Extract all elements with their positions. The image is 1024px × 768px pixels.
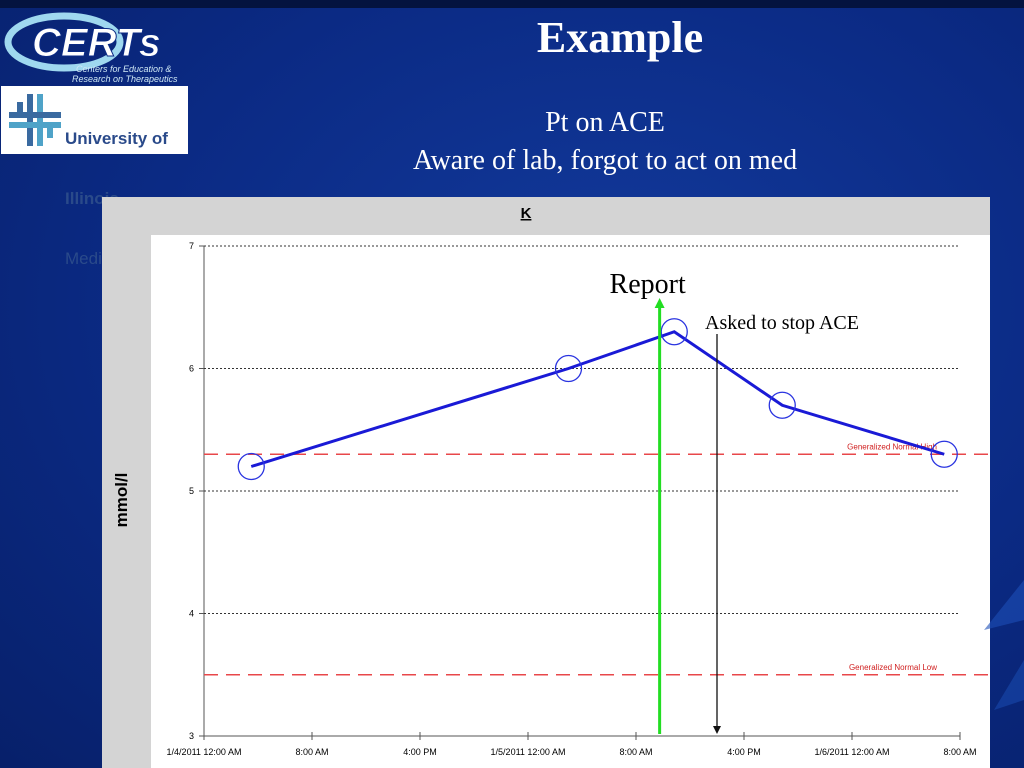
y-tick-label: 6 — [189, 364, 194, 374]
y-tick-label: 3 — [189, 731, 194, 741]
slide-title: Example — [536, 13, 704, 62]
y-tick-label: 5 — [189, 486, 194, 496]
report-arrowhead — [654, 298, 665, 308]
x-tick-label: 8:00 AM — [943, 747, 976, 757]
data-point — [237, 452, 265, 481]
corner-decoration — [984, 580, 1024, 710]
x-tick-label: 4:00 PM — [727, 747, 761, 757]
x-tick-label: 8:00 AM — [619, 747, 652, 757]
slide-subtitle: Pt on ACE Aware of lab, forgot to act on… — [305, 104, 905, 180]
x-tick-label: 4:00 PM — [403, 747, 437, 757]
x-tick-label: 8:00 AM — [295, 747, 328, 757]
plot-area — [151, 235, 990, 768]
data-point — [768, 391, 796, 419]
subtitle-line-1: Pt on ACE — [545, 107, 665, 138]
certs-wordmark: CERTs — [32, 21, 161, 65]
x-tick-label: 1/4/2011 12:00 AM — [167, 747, 242, 757]
uic-logo: University of Illinois Medical Center — [1, 86, 188, 268]
report-annotation: Report — [610, 269, 686, 300]
reference-line-label: Generalized Normal High — [847, 442, 937, 451]
series-line — [250, 330, 945, 468]
data-point — [930, 440, 958, 468]
stop-ace-annotation: Asked to stop ACE — [705, 312, 859, 334]
uic-cross-icon — [9, 94, 61, 146]
data-point — [554, 354, 583, 383]
y-tick-label: 7 — [189, 241, 194, 251]
x-tick-label: 1/5/2011 12:00 AM — [491, 747, 566, 757]
y-axis-label: mmol/l — [112, 473, 131, 528]
certs-tagline-2: Research on Therapeutics — [72, 74, 178, 84]
uic-line-1: University of — [65, 129, 168, 148]
data-point — [660, 318, 688, 346]
subtitle-line-2: Aware of lab, forgot to act on med — [412, 145, 798, 176]
y-tick-label: 4 — [189, 609, 194, 619]
x-tick-label: 1/6/2011 12:00 AM — [815, 747, 890, 757]
chart-title: K — [521, 205, 532, 222]
top-band — [0, 0, 1024, 8]
reference-line-label: Generalized Normal Low — [849, 663, 937, 672]
certs-logo: CERTs Centers for Education & Research o… — [4, 12, 178, 84]
certs-tagline-1: Centers for Education & — [76, 64, 172, 74]
stop-ace-arrowhead — [713, 726, 721, 734]
